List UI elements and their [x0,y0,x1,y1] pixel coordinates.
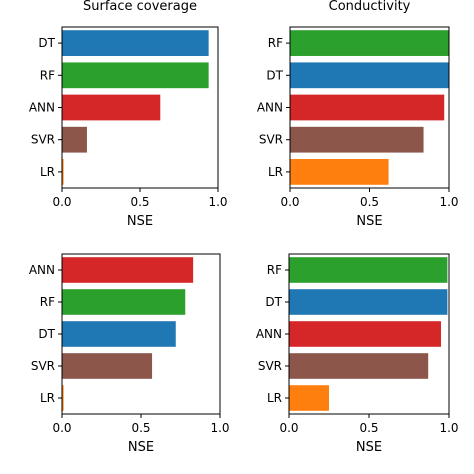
x-tick-label: 1.0 [210,421,229,435]
y-tick-label: ANN [256,327,282,341]
y-tick-label: SVR [31,133,55,147]
axes-frame [61,253,221,415]
x-axis-title: NSE [128,440,154,455]
x-axis-title: NSE [356,440,382,455]
bar-dt [290,62,449,89]
bar-ann [62,94,161,121]
axes-frame [288,253,450,415]
x-tick-label: 0.0 [279,421,298,435]
y-tick-label: RF [40,68,55,82]
chart-panel-3: ANN RF DT SVR LR 0.0 0.5 1.0 NSE [29,253,230,455]
y-tick-label: RF [40,295,55,309]
y-tick-label: LR [40,165,55,179]
y-tick-label: RF [268,36,283,50]
y-tick-label: DT [38,36,55,50]
bar-rf [290,30,449,56]
bar-rf [62,289,186,315]
x-tick-label: 0.5 [360,195,379,209]
y-tick-label: LR [267,391,282,405]
chart-panel-4: RF DT ANN SVR LR 0.0 0.5 1.0 NSE [256,253,459,455]
x-tick-label: 0.5 [131,421,150,435]
y-tick-label: ANN [29,263,55,277]
y-tick-label: SVR [259,133,283,147]
y-tick-label: SVR [31,359,55,373]
chart-panel-2: RF DT ANN SVR LR 0.0 0.5 1.0 NSE Conductivity [257,0,459,229]
x-tick-label: 0.5 [359,421,378,435]
y-tick-label: RF [267,263,282,277]
bar-svr [289,353,429,379]
axes-frame [61,26,219,189]
x-tick-label: 0.5 [130,195,149,209]
bar-dt [289,289,448,315]
axes-frame [289,26,450,189]
bar-rf [289,257,448,283]
y-tick-label: DT [265,295,282,309]
panel-title: Conductivity [329,0,411,14]
bar-lr [290,159,389,185]
bar-rf [62,62,209,89]
y-tick-label: DT [38,327,55,341]
y-tick-label: LR [268,165,283,179]
y-tick-label: ANN [29,101,55,115]
chart-panel-1: DT RF ANN SVR LR 0.0 0.5 1.0 NSE Surface coverage [29,0,228,229]
y-tick-label: LR [40,391,55,405]
bar-svr [62,353,153,379]
y-tick-label: ANN [257,101,283,115]
bar-ann [289,321,441,347]
bar-svr [290,126,424,153]
x-tick-label: 0.0 [280,195,299,209]
bar-ann [62,257,194,283]
x-tick-label: 0.0 [52,195,71,209]
y-tick-label: DT [266,68,283,82]
x-axis-title: NSE [127,214,153,229]
bar-svr [62,126,87,153]
bar-ann [290,94,445,121]
bar-lr [62,159,64,185]
x-axis-title: NSE [356,214,382,229]
bar-lr [62,385,64,411]
x-tick-label: 1.0 [208,195,227,209]
bar-dt [62,321,176,347]
x-tick-label: 1.0 [439,195,458,209]
x-tick-label: 0.0 [52,421,71,435]
bar-lr [289,385,329,411]
x-tick-label: 1.0 [439,421,458,435]
y-tick-label: SVR [258,359,282,373]
bar-dt [62,30,209,56]
panel-title: Surface coverage [83,0,197,14]
